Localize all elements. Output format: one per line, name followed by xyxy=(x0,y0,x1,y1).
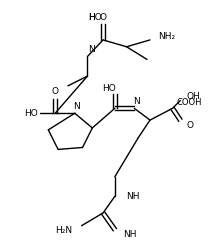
Text: NH₂: NH₂ xyxy=(158,31,175,40)
Text: COOH: COOH xyxy=(176,98,202,107)
Text: NH: NH xyxy=(126,192,140,201)
Text: HO: HO xyxy=(102,84,116,93)
Text: O: O xyxy=(187,122,194,130)
Text: H: H xyxy=(88,13,95,22)
Text: OH: OH xyxy=(186,92,200,101)
Text: O: O xyxy=(52,87,59,96)
Text: HO: HO xyxy=(24,109,38,118)
Text: HO: HO xyxy=(88,13,102,22)
Text: N: N xyxy=(73,102,80,111)
Text: N: N xyxy=(88,45,95,54)
Text: O: O xyxy=(99,13,107,22)
Text: NH: NH xyxy=(123,230,136,239)
Text: N: N xyxy=(133,97,140,106)
Text: H₂N: H₂N xyxy=(55,226,72,235)
